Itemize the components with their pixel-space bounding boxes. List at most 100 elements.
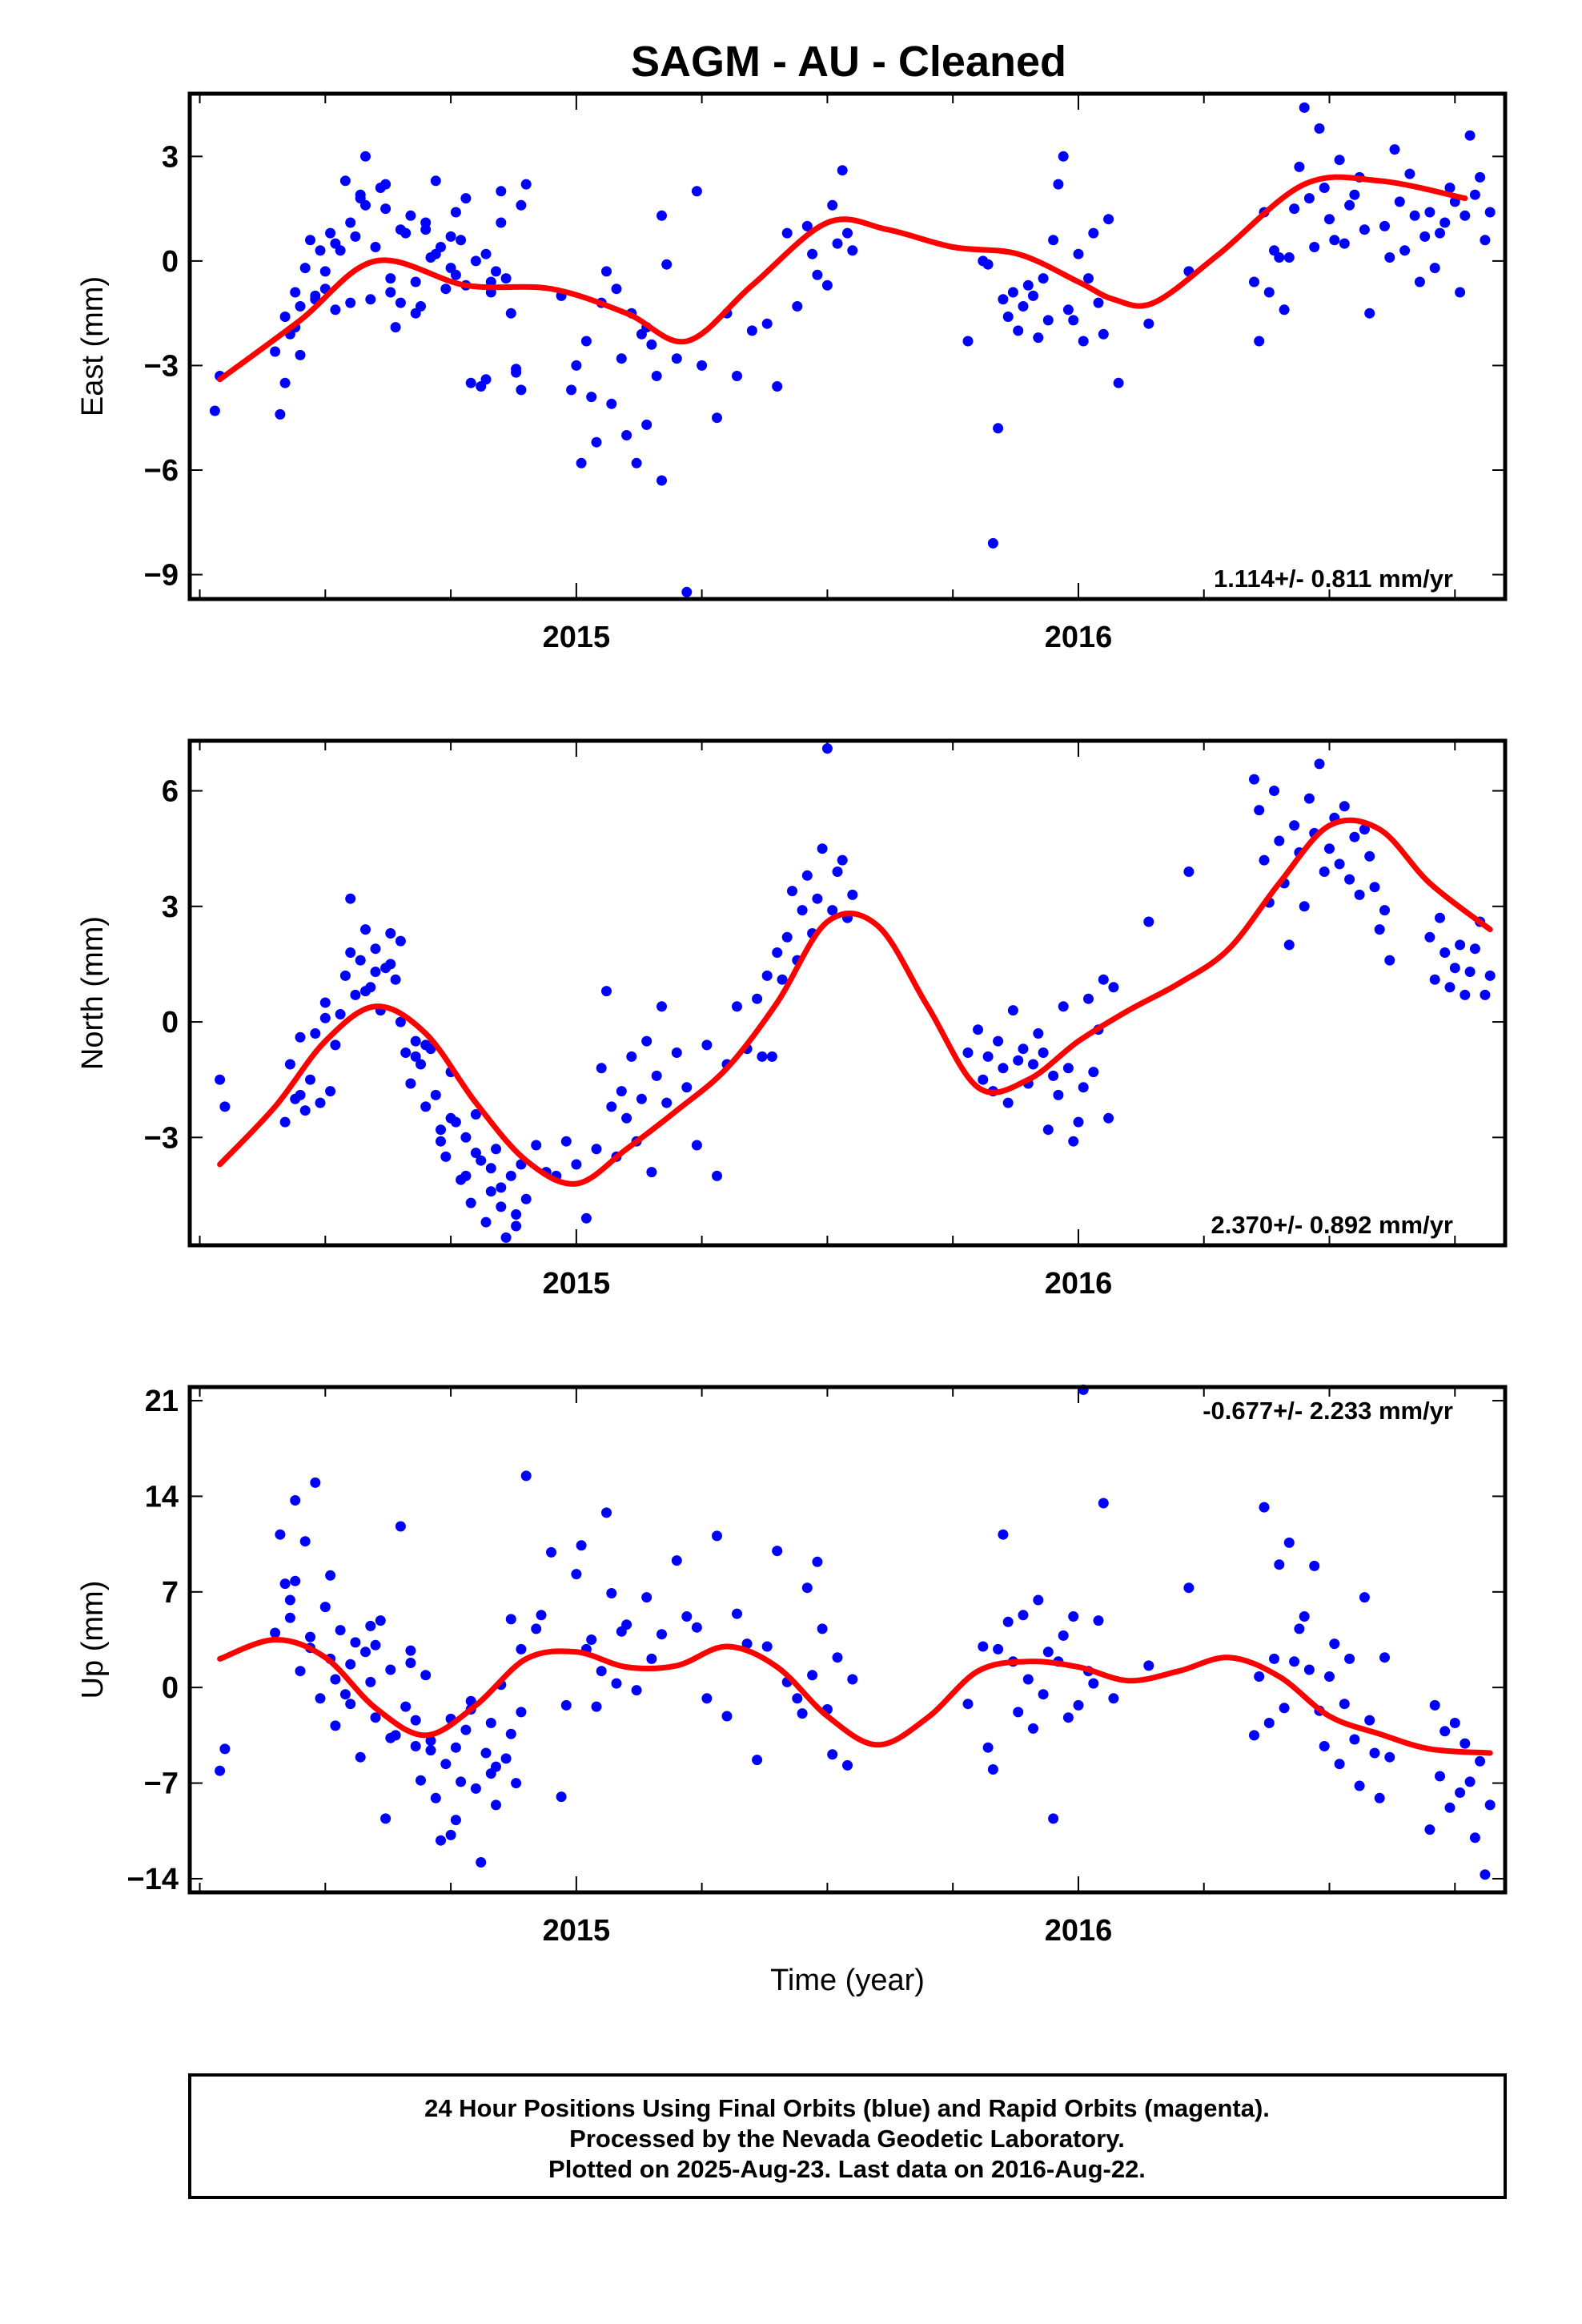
east-data-point (1062, 304, 1074, 316)
up-data-point (420, 1670, 432, 1681)
up-data-point (330, 1674, 341, 1685)
north-y-tick-label: −3 (144, 1121, 179, 1155)
east-y-tick-label: −3 (144, 349, 179, 383)
north-data-point (701, 1039, 713, 1051)
east-data-point (299, 263, 311, 274)
up-data-point (284, 1612, 295, 1623)
east-data-point (837, 165, 848, 176)
up-data-point (520, 1470, 532, 1482)
up-data-point (1143, 1660, 1154, 1671)
north-data-point (1013, 1055, 1024, 1066)
up-data-point (1038, 1689, 1049, 1700)
up-data-point (1002, 1616, 1014, 1627)
east-data-point (1098, 328, 1109, 340)
north-data-point (1269, 786, 1279, 796)
up-data-point (1108, 1693, 1119, 1704)
north-data-point (1254, 805, 1265, 816)
east-data-point (1299, 102, 1310, 113)
east-data-point (621, 430, 632, 440)
east-data-point (761, 318, 773, 329)
east-data-point (1319, 183, 1330, 193)
up-data-point (701, 1693, 713, 1704)
up-data-point (375, 1615, 386, 1626)
up-data-point (290, 1575, 301, 1586)
north-data-point (476, 1155, 487, 1166)
up-data-point (436, 1835, 446, 1846)
east-data-point (1073, 248, 1084, 259)
up-data-point (1424, 1824, 1435, 1835)
north-data-point (1078, 1082, 1089, 1093)
north-data-point (1002, 1097, 1014, 1108)
north-data-point (596, 1063, 607, 1074)
north-data-point (1103, 1112, 1114, 1124)
up-data-point (721, 1711, 733, 1722)
east-data-point (1389, 144, 1400, 155)
up-data-point (284, 1594, 295, 1606)
up-y-tick-label: 21 (145, 1385, 179, 1418)
east-data-point (807, 248, 818, 259)
up-data-point (761, 1641, 773, 1652)
north-data-point (1048, 1070, 1059, 1081)
north-data-point (1053, 1089, 1064, 1100)
north-data-point (1018, 1043, 1029, 1055)
north-data-point (1183, 866, 1195, 877)
up-data-point (1484, 1799, 1496, 1811)
up-data-point (410, 1715, 421, 1726)
east-data-point (732, 371, 742, 381)
east-data-point (460, 193, 472, 204)
east-data-point (380, 179, 391, 190)
north-data-point (385, 959, 396, 970)
up-data-point (1279, 1703, 1290, 1714)
up-data-point (1469, 1832, 1480, 1844)
north-data-point (1464, 967, 1476, 977)
east-data-point (1344, 199, 1355, 211)
north-data-point (827, 905, 838, 916)
up-data-point (1294, 1623, 1305, 1634)
east-trend-curve (217, 174, 1468, 383)
north-data-point (1062, 1063, 1074, 1074)
north-data-point (1349, 831, 1360, 842)
north-data-point (1299, 901, 1310, 912)
up-data-point (827, 1749, 838, 1760)
up-y-tick-label: −7 (144, 1767, 179, 1801)
north-data-point (460, 1132, 472, 1143)
north-data-point (1339, 801, 1350, 812)
up-data-point (1093, 1615, 1104, 1626)
east-data-point (496, 186, 507, 197)
up-data-point (310, 1477, 321, 1488)
up-data-point (385, 1732, 396, 1743)
north-trend-curve (217, 817, 1493, 1187)
east-data-point (646, 339, 657, 350)
north-data-point (832, 866, 843, 877)
up-data-point (299, 1536, 311, 1547)
up-data-point (641, 1592, 652, 1603)
up-data-point (797, 1708, 808, 1719)
north-data-point (1283, 939, 1295, 951)
up-data-point (1022, 1674, 1034, 1685)
north-data-point (420, 1101, 432, 1112)
east-data-point (1349, 189, 1360, 200)
east-data-point (1274, 252, 1285, 263)
north-data-point (460, 1170, 472, 1181)
north-data-point (410, 1035, 421, 1047)
up-data-point (335, 1625, 346, 1636)
north-data-point (1435, 912, 1445, 923)
north-data-point (500, 1232, 512, 1243)
up-data-point (1364, 1715, 1375, 1726)
north-data-point (520, 1193, 532, 1204)
up-data-point (345, 1699, 356, 1710)
up-data-point (611, 1678, 622, 1689)
east-data-point (1058, 151, 1069, 162)
north-data-point (480, 1216, 492, 1228)
east-data-point (410, 308, 421, 319)
up-x-tick-label: 2016 (1045, 1914, 1113, 1948)
north-data-point (284, 1059, 295, 1070)
up-data-point (485, 1718, 496, 1728)
east-data-point (1444, 183, 1456, 193)
north-data-point (1098, 974, 1109, 985)
east-data-point (496, 217, 507, 228)
up-data-point (571, 1569, 582, 1580)
east-data-point (445, 231, 456, 242)
east-data-point (319, 266, 331, 277)
up-data-point (546, 1546, 556, 1558)
